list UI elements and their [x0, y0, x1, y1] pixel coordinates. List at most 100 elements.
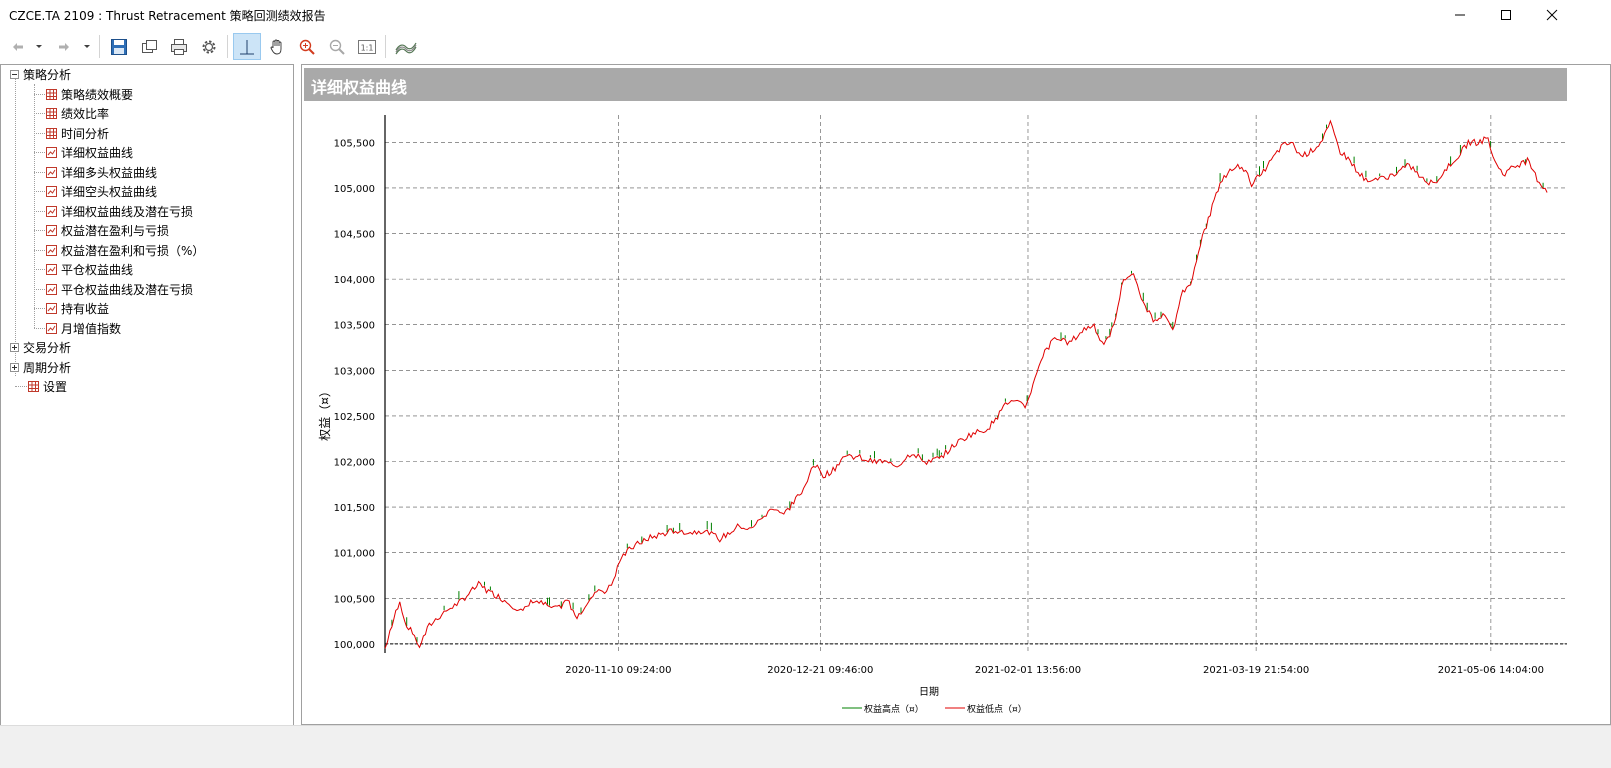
tree-item-label: 详细权益曲线及潜在亏损: [61, 205, 194, 219]
toolbar-separator: [99, 35, 100, 58]
table-icon: [46, 108, 57, 119]
tree-item-potential-profit-loss-percent[interactable]: 权益潜在盈利和亏损（%）: [46, 241, 204, 260]
y-tick-label: 103,000: [334, 366, 375, 377]
back-dropdown[interactable]: [32, 33, 46, 60]
tree-item-potential-profit-loss[interactable]: 权益潜在盈利与亏损: [46, 221, 169, 240]
table-icon: [28, 381, 39, 392]
chart-panel: 详细权益曲线 100,000 100,500 101,000 101,500 102,0…: [301, 64, 1611, 725]
chart-icon: [46, 147, 57, 158]
tree-item-monthly-index[interactable]: 月增值指数: [46, 319, 121, 338]
y-tick-label: 103,500: [334, 321, 375, 332]
tree-connector: [34, 94, 45, 95]
arrow-right-icon: [59, 42, 69, 51]
y-tick-label: 100,000: [334, 640, 375, 651]
tree-item-performance-ratios[interactable]: 绩效比率: [46, 104, 109, 123]
chart-icon: [46, 323, 57, 334]
tree-connector: [34, 84, 35, 328]
tree-group-trade-analysis[interactable]: 交易分析: [10, 338, 71, 357]
x-tick-label: 2021-03-19 21:54:00: [1203, 665, 1309, 676]
x-tick-label: 2020-11-10 09:24:00: [565, 665, 671, 676]
forward-button[interactable]: [52, 33, 76, 60]
tree-connector: [34, 230, 45, 231]
expand-icon[interactable]: [10, 343, 19, 352]
tree-connector: [15, 79, 16, 376]
tree-connector: [34, 152, 45, 153]
tree-item-time-analysis[interactable]: 时间分析: [46, 124, 109, 143]
tree-item-label: 时间分析: [61, 127, 110, 141]
settings-button[interactable]: [195, 33, 223, 60]
y-tick-label: 105,500: [334, 138, 375, 149]
tree-connector: [34, 133, 45, 134]
zoom-in-icon: [299, 39, 315, 55]
tree-group-label: 周期分析: [23, 361, 72, 375]
chart-icon: [46, 206, 57, 217]
chart-grid: [385, 115, 1567, 653]
tree-group-label: 策略分析: [23, 68, 72, 82]
tree-connector: [34, 328, 45, 329]
actual-size-button[interactable]: 1:1: [353, 33, 381, 60]
y-tick-label: 104,500: [334, 230, 375, 241]
tree-item-holding-returns[interactable]: 持有收益: [46, 299, 109, 318]
bottom-strip: [0, 745, 1611, 768]
chevron-down-icon: [36, 44, 42, 48]
tree-item-equity-curve-drawdown[interactable]: 详细权益曲线及潜在亏损: [46, 202, 193, 221]
equity-chart[interactable]: 100,000 100,500 101,000 101,500 102,000 102,5…: [302, 101, 1608, 723]
tree-connector: [34, 289, 45, 290]
chart-icon: [46, 284, 57, 295]
legend-label-low: 权益低点（¤）: [967, 703, 1027, 715]
x-tick-label: 2020-12-21 09:46:00: [767, 665, 873, 676]
actual-size-label: 1:1: [361, 43, 374, 52]
chart-icon: [46, 303, 57, 314]
tree-item-long-equity-curve[interactable]: 详细多头权益曲线: [46, 163, 157, 182]
title-bar: CZCE.TA 2109 : Thrust Retracement 策略回测绩效…: [0, 0, 1611, 30]
pan-button[interactable]: [263, 33, 291, 60]
close-button[interactable]: [1529, 0, 1575, 30]
tree-group-label: 交易分析: [23, 341, 72, 355]
tree-item-label: 平仓权益曲线及潜在亏损: [61, 283, 194, 297]
tree-item-settings[interactable]: 设置: [28, 377, 67, 396]
tree-item-label: 权益潜在盈利和亏损（%）: [61, 244, 205, 258]
tree-group-strategy-analysis[interactable]: 策略分析: [10, 65, 71, 84]
zoom-in-button[interactable]: [293, 33, 321, 60]
series-equity-low: [384, 119, 1548, 649]
zoom-out-button[interactable]: [323, 33, 351, 60]
forward-dropdown[interactable]: [80, 33, 94, 60]
minimize-icon: [1455, 14, 1465, 16]
maximize-icon: [1501, 10, 1511, 20]
tree-item-short-equity-curve[interactable]: 详细空头权益曲线: [46, 182, 157, 201]
chart-icon: [46, 245, 57, 256]
copy-icon: [142, 39, 157, 53]
status-bar: [0, 725, 1611, 745]
y-axis-label: 权益（¤）: [318, 385, 332, 441]
tree-item-closed-equity-curve[interactable]: 平仓权益曲线: [46, 260, 133, 279]
back-button[interactable]: [6, 33, 30, 60]
tree-item-performance-summary[interactable]: 策略绩效概要: [46, 85, 133, 104]
legend-label-high: 权益高点（¤）: [864, 703, 924, 715]
x-axis-label: 日期: [919, 686, 939, 698]
collapse-icon[interactable]: [10, 70, 19, 79]
chart-axes: [384, 115, 1567, 653]
tree-connector: [34, 191, 45, 192]
tree-item-label: 绩效比率: [61, 107, 110, 121]
tree-connector: [34, 211, 45, 212]
save-button[interactable]: [105, 33, 133, 60]
crosshair-button[interactable]: [233, 33, 261, 60]
chart-labels: 100,000 100,500 101,000 101,500 102,000 102,5…: [334, 138, 1544, 676]
panel-header: 详细权益曲线: [304, 68, 1567, 101]
tree-item-label: 设置: [43, 380, 68, 394]
close-icon: [1546, 9, 1558, 21]
chart-style-button[interactable]: [392, 33, 420, 60]
printer-icon: [171, 38, 187, 55]
print-button[interactable]: [165, 33, 193, 60]
minimize-button[interactable]: [1437, 0, 1483, 30]
series-equity-high: [391, 124, 1544, 643]
window-title: CZCE.TA 2109 : Thrust Retracement 策略回测绩效…: [9, 9, 326, 23]
tree-item-closed-equity-drawdown[interactable]: 平仓权益曲线及潜在亏损: [46, 280, 193, 299]
expand-icon[interactable]: [10, 363, 19, 372]
maximize-button[interactable]: [1483, 0, 1529, 30]
tree-item-detailed-equity-curve[interactable]: 详细权益曲线: [46, 143, 133, 162]
copy-button[interactable]: [135, 33, 163, 60]
tree-connector: [34, 113, 45, 114]
tree-group-period-analysis[interactable]: 周期分析: [10, 358, 71, 377]
